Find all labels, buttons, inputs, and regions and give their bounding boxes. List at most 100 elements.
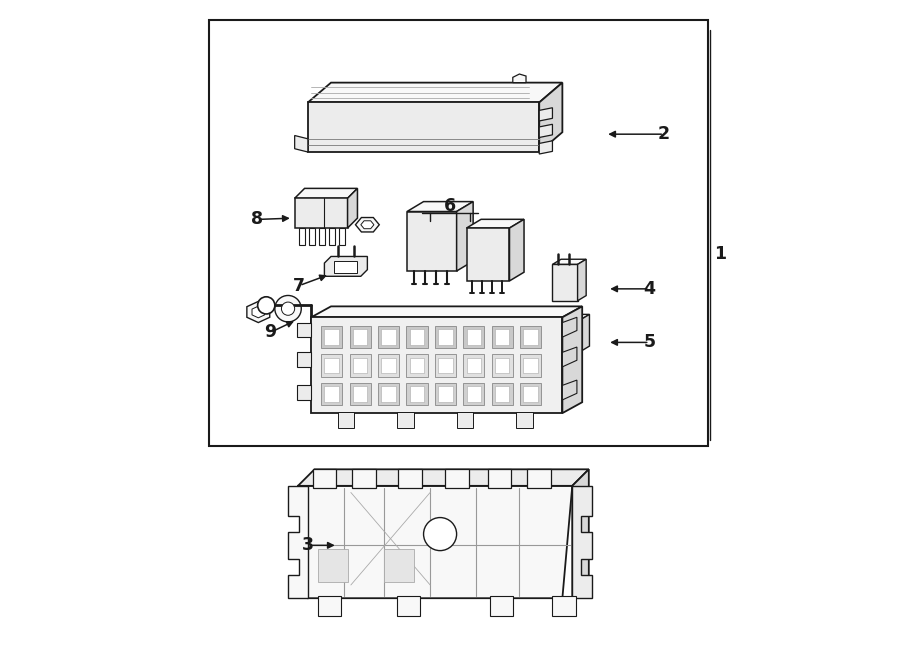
Bar (464, 383, 484, 405)
Bar (310, 228, 315, 245)
Bar (438, 329, 453, 345)
Bar (456, 412, 473, 428)
Bar (407, 383, 428, 405)
Bar (349, 383, 371, 405)
Polygon shape (572, 486, 592, 598)
Bar (318, 549, 347, 582)
Bar (464, 354, 484, 377)
Bar (445, 469, 469, 488)
Bar (324, 358, 339, 373)
Polygon shape (298, 469, 589, 486)
Bar (324, 386, 339, 402)
Bar (397, 412, 414, 428)
Polygon shape (356, 217, 379, 232)
Polygon shape (407, 212, 456, 271)
Bar (495, 329, 509, 345)
Bar (524, 358, 538, 373)
Polygon shape (294, 188, 357, 198)
Bar (407, 354, 428, 377)
Bar (495, 386, 509, 402)
Bar (382, 358, 396, 373)
Bar (488, 469, 511, 488)
Bar (349, 354, 371, 377)
Polygon shape (553, 315, 590, 320)
Bar (495, 358, 509, 373)
Polygon shape (294, 136, 308, 152)
Bar (378, 326, 399, 348)
Bar (466, 358, 482, 373)
Text: 1: 1 (714, 245, 725, 264)
Polygon shape (539, 141, 553, 154)
Polygon shape (288, 486, 308, 598)
Text: 5: 5 (644, 333, 656, 352)
Circle shape (274, 295, 302, 322)
Bar (410, 358, 424, 373)
Bar (435, 383, 456, 405)
Polygon shape (456, 202, 473, 271)
Bar (321, 326, 342, 348)
Bar (353, 358, 367, 373)
Polygon shape (361, 221, 374, 229)
Polygon shape (562, 307, 582, 413)
Bar (410, 386, 424, 402)
Bar (435, 326, 456, 348)
Bar (384, 549, 414, 582)
Bar (553, 596, 576, 616)
Bar (520, 326, 541, 348)
Polygon shape (311, 307, 582, 317)
Polygon shape (247, 301, 270, 323)
Polygon shape (308, 83, 562, 102)
Bar (524, 386, 538, 402)
Polygon shape (572, 469, 589, 598)
Bar (320, 228, 325, 245)
Polygon shape (539, 83, 562, 152)
Bar (324, 329, 339, 345)
Polygon shape (466, 228, 509, 281)
Polygon shape (553, 259, 586, 264)
Bar (318, 596, 341, 616)
Bar (520, 354, 541, 377)
Bar (490, 596, 513, 616)
Bar (339, 228, 345, 245)
Bar (300, 228, 305, 245)
Polygon shape (513, 74, 526, 83)
Polygon shape (324, 256, 367, 276)
Bar (410, 329, 424, 345)
Bar (438, 358, 453, 373)
Polygon shape (562, 347, 577, 367)
Polygon shape (553, 320, 580, 352)
Bar (321, 383, 342, 405)
Bar (407, 326, 428, 348)
Bar (466, 386, 482, 402)
Bar (491, 326, 513, 348)
Circle shape (257, 297, 274, 314)
Bar (378, 383, 399, 405)
Text: 6: 6 (444, 197, 456, 215)
Text: 4: 4 (644, 280, 655, 298)
Polygon shape (539, 124, 553, 137)
Polygon shape (562, 317, 577, 337)
Polygon shape (466, 219, 524, 228)
Bar (397, 596, 420, 616)
Bar (527, 469, 551, 488)
Circle shape (424, 518, 456, 551)
Bar (353, 386, 367, 402)
Polygon shape (297, 352, 311, 367)
Polygon shape (298, 486, 572, 598)
Bar (321, 354, 342, 377)
Bar (308, 325, 322, 332)
Polygon shape (252, 306, 265, 318)
Text: 8: 8 (251, 210, 263, 229)
Polygon shape (509, 219, 524, 281)
Bar (338, 412, 355, 428)
Bar (382, 329, 396, 345)
Bar (352, 469, 376, 488)
Polygon shape (308, 102, 539, 152)
Polygon shape (562, 380, 577, 400)
Bar (312, 469, 337, 488)
Polygon shape (311, 317, 562, 413)
Polygon shape (297, 323, 311, 337)
Text: 7: 7 (293, 276, 305, 295)
Polygon shape (539, 108, 553, 121)
Bar (382, 386, 396, 402)
